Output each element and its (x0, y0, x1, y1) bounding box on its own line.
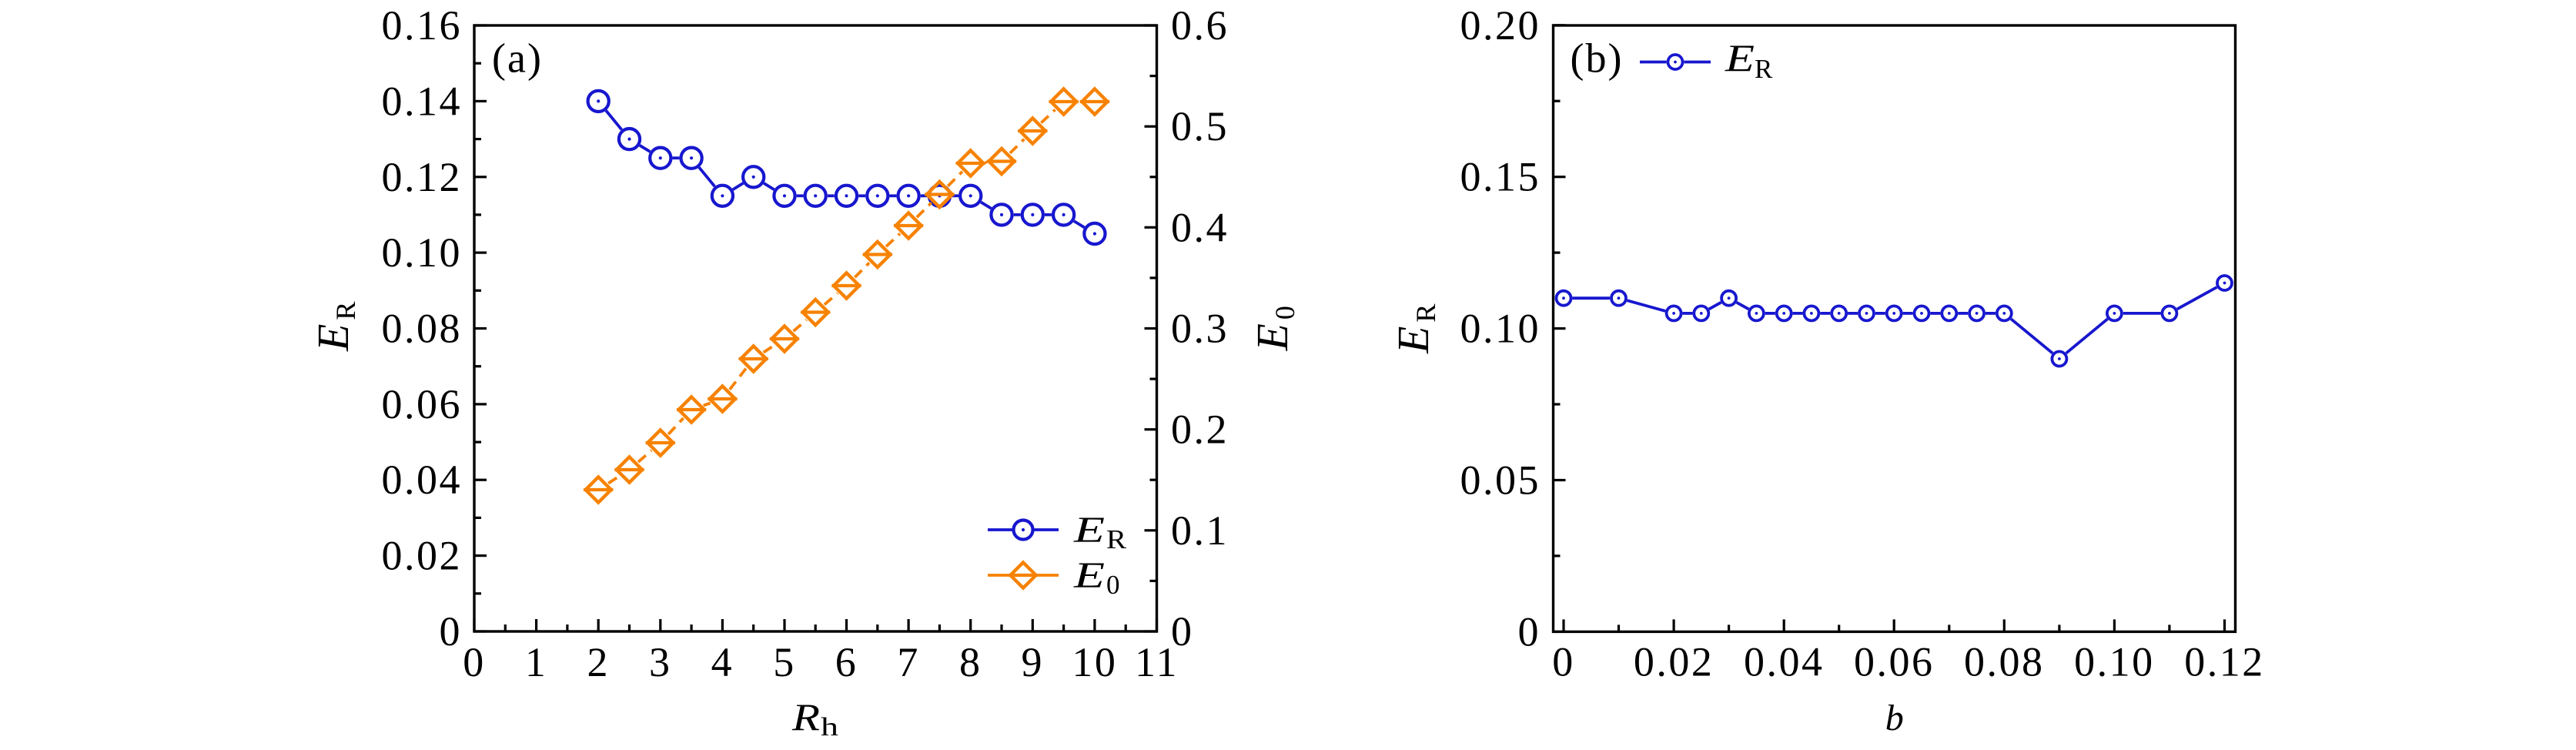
svg-text:6: 6 (835, 639, 858, 685)
svg-text:b: b (1885, 698, 1904, 738)
svg-text:h: h (821, 713, 838, 742)
svg-text:5: 5 (773, 639, 796, 685)
svg-text:3: 3 (649, 639, 672, 685)
svg-text:2: 2 (587, 639, 610, 685)
svg-text:0.05: 0.05 (1460, 457, 1541, 504)
svg-text:R: R (1106, 524, 1127, 554)
svg-text:ER: ER (308, 298, 361, 352)
svg-text:0.08: 0.08 (382, 306, 463, 352)
svg-text:0: 0 (1106, 570, 1120, 600)
svg-text:0.06: 0.06 (382, 381, 463, 427)
svg-text:0.04: 0.04 (382, 457, 463, 503)
svg-text:0.5: 0.5 (1171, 103, 1229, 149)
svg-text:10: 10 (1072, 639, 1117, 685)
svg-text:0.4: 0.4 (1171, 204, 1229, 250)
svg-text:0: 0 (1171, 608, 1194, 655)
svg-text:E: E (1073, 555, 1105, 596)
svg-text:E: E (1725, 36, 1755, 79)
svg-text:0: 0 (1552, 638, 1575, 685)
svg-text:9: 9 (1022, 639, 1045, 685)
svg-text:0.12: 0.12 (382, 154, 463, 200)
svg-text:0.10: 0.10 (2074, 638, 2155, 685)
svg-text:0.20: 0.20 (1460, 2, 1541, 49)
svg-text:11: 11 (1135, 639, 1179, 685)
svg-text:0.10: 0.10 (1460, 306, 1541, 352)
svg-text:0.6: 0.6 (1171, 2, 1229, 49)
svg-text:0.16: 0.16 (382, 2, 463, 49)
svg-text:0.08: 0.08 (1964, 638, 2045, 685)
svg-text:0.10: 0.10 (382, 229, 463, 276)
svg-text:E: E (1073, 510, 1105, 551)
svg-text:(b): (b) (1571, 35, 1624, 82)
svg-text:0: 0 (463, 639, 486, 685)
svg-text:0.02: 0.02 (1634, 638, 1715, 685)
svg-text:0.3: 0.3 (1171, 306, 1229, 352)
svg-text:0.04: 0.04 (1744, 638, 1825, 685)
svg-text:8: 8 (959, 639, 982, 685)
svg-text:0: 0 (1518, 608, 1541, 655)
svg-text:R: R (1755, 54, 1773, 84)
svg-text:0.1: 0.1 (1171, 507, 1229, 554)
svg-text:0.06: 0.06 (1854, 638, 1935, 685)
svg-text:R: R (791, 695, 820, 738)
svg-text:(a): (a) (492, 35, 543, 82)
svg-text:0.2: 0.2 (1171, 407, 1229, 453)
svg-text:0: 0 (440, 608, 463, 655)
svg-text:4: 4 (711, 639, 734, 685)
svg-text:0.02: 0.02 (382, 533, 463, 579)
svg-text:7: 7 (897, 639, 920, 685)
svg-text:0.12: 0.12 (2184, 638, 2265, 685)
svg-text:0.14: 0.14 (382, 78, 463, 124)
svg-text:0.15: 0.15 (1460, 154, 1541, 200)
svg-text:1: 1 (525, 639, 548, 685)
